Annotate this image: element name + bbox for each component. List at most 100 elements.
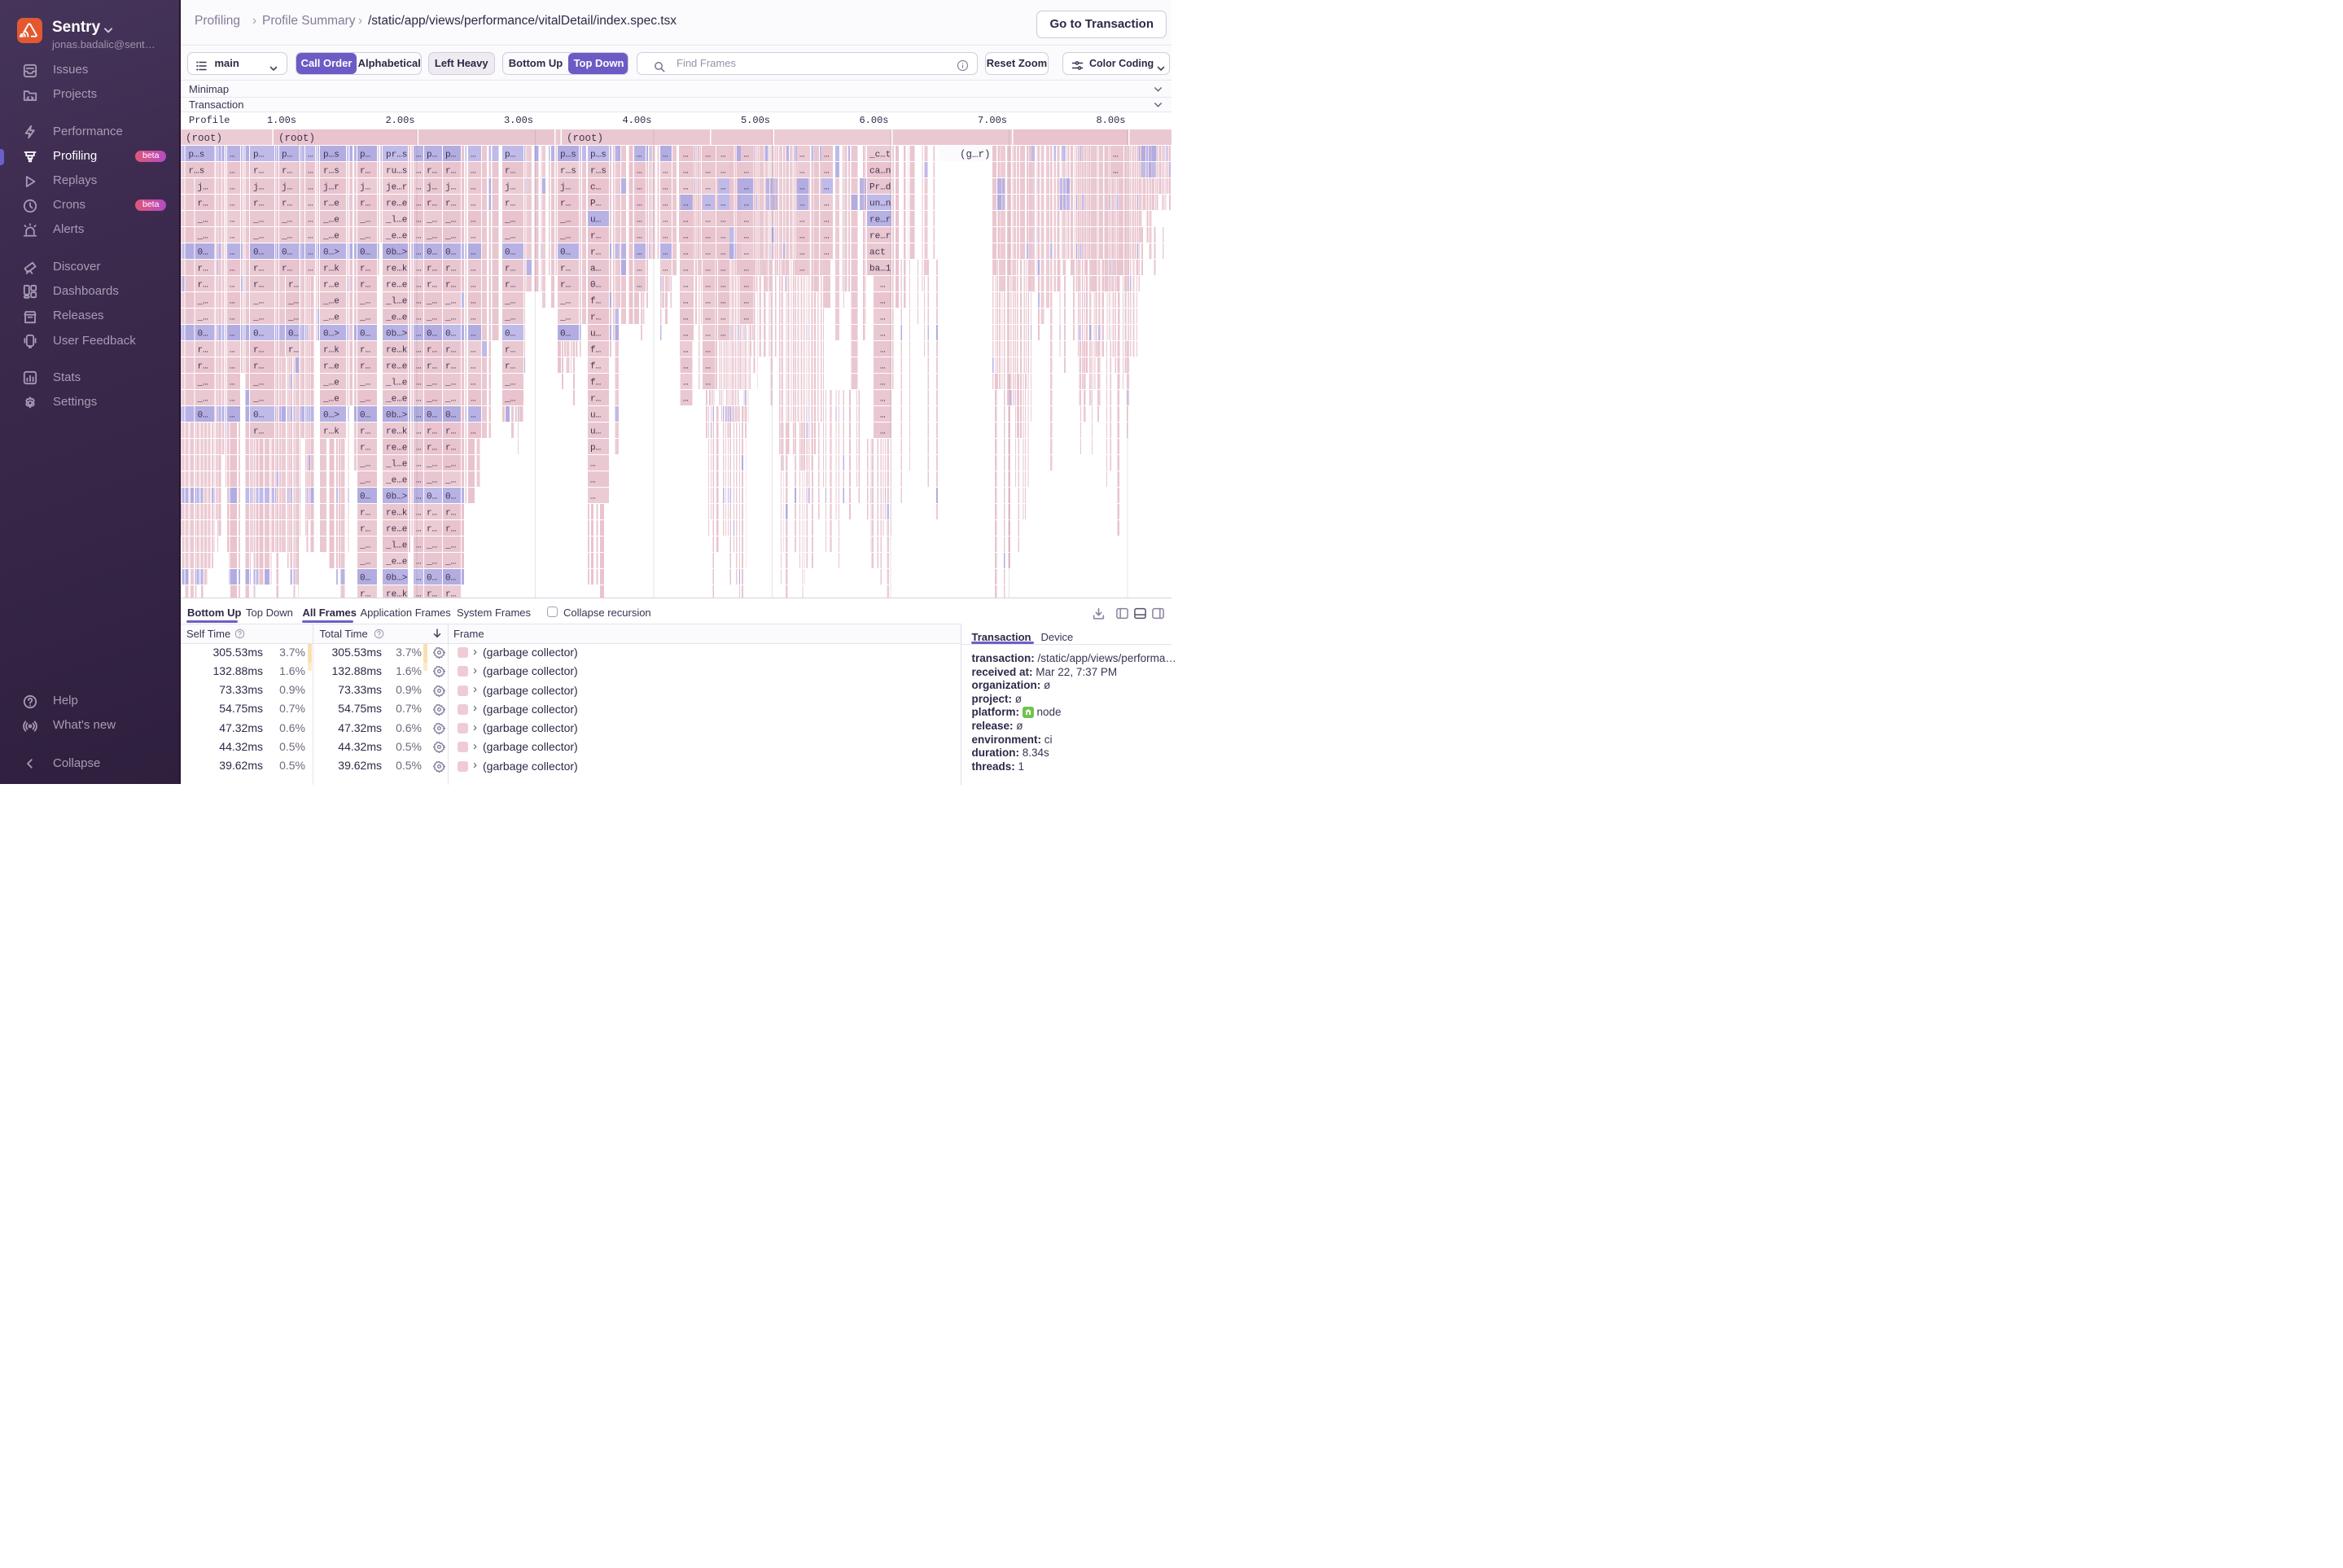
svg-text:…: … [416,232,422,242]
svg-text:…: … [799,248,805,258]
svg-text:…: … [416,183,422,193]
svg-text:p…: p… [427,151,437,160]
svg-text:…: … [1113,151,1119,160]
svg-text:pr…s: pr…s [386,151,407,160]
svg-text:p…s: p…s [560,151,576,160]
svg-text:…: … [471,265,476,274]
svg-text:0…: 0… [560,330,571,339]
svg-text:…: … [880,330,886,339]
svg-text:_…: _… [559,313,571,323]
svg-text:_…: _… [252,216,264,226]
svg-text:_…: _… [445,313,456,323]
svg-text:p…: p… [505,151,515,160]
svg-text:re…e: re…e [386,199,407,209]
svg-text:_…e: _…e [322,395,339,405]
svg-text:_…: _… [426,460,437,470]
svg-text:…: … [683,151,689,160]
svg-text:r…: r… [198,199,208,209]
svg-text:r…: r… [288,281,299,291]
svg-text:…: … [230,232,235,242]
svg-text:r…: r… [445,281,456,291]
svg-text:r…: r… [253,362,264,372]
svg-text:…: … [744,167,750,177]
svg-text:…: … [637,199,642,209]
svg-text:0…: 0… [198,248,208,258]
svg-text:…: … [416,379,422,388]
svg-text:r…: r… [360,281,370,291]
svg-text:0…: 0… [427,248,437,258]
svg-text:…: … [706,216,712,226]
svg-text:…: … [416,265,422,274]
svg-text:_…: _… [197,313,208,323]
svg-text:…: … [308,216,313,226]
svg-text:…: … [720,151,726,160]
svg-text:p…: p… [282,151,292,160]
svg-text:_…: _… [252,395,264,405]
svg-text:…: … [706,232,712,242]
svg-text:…: … [799,199,805,209]
svg-text:p…s: p…s [323,151,339,160]
svg-text:ca…n: ca…n [869,167,891,177]
svg-text:_l…e: _l…e [385,379,407,388]
svg-text:0…: 0… [360,493,370,502]
svg-text:…: … [663,216,668,226]
svg-text:_…: _… [252,379,264,388]
svg-text:u…: u… [590,330,601,339]
svg-text:0…: 0… [560,248,571,258]
svg-text:…: … [230,362,235,372]
svg-text:r…: r… [360,265,370,274]
svg-text:…: … [683,330,689,339]
svg-text:r…: r… [445,427,456,437]
svg-text:r…: r… [560,265,571,274]
svg-text:r…: r… [590,313,601,323]
svg-text:…: … [720,330,726,339]
svg-text:…: … [308,232,313,242]
svg-text:_…: _… [445,541,456,551]
svg-text:…: … [824,232,830,242]
svg-text:j…: j… [282,183,292,193]
svg-text:r…s: r…s [590,167,607,177]
svg-text:_l…e: _l…e [385,541,407,551]
svg-text:_…: _… [252,313,264,323]
svg-text:…: … [824,183,830,193]
svg-text:r…: r… [360,427,370,437]
svg-text:r…: r… [427,427,437,437]
svg-text:r…s: r…s [560,167,576,177]
svg-text:r…: r… [445,199,456,209]
svg-text:…: … [683,346,689,356]
svg-text:0b…>: 0b…> [386,493,407,502]
svg-text:…: … [720,265,726,274]
svg-text:_…: _… [445,476,456,486]
svg-text:…: … [230,281,235,291]
svg-text:…: … [880,362,886,372]
svg-text:…: … [416,574,422,584]
svg-text:…: … [416,167,422,177]
svg-text:…: … [683,183,689,193]
svg-text:r…e: r…e [323,362,339,372]
svg-text:…: … [416,460,422,470]
svg-text:_…: _… [426,297,437,307]
svg-text:…: … [471,379,476,388]
svg-text:r…: r… [505,362,515,372]
svg-text:_…: _… [359,395,370,405]
svg-text:re…e: re…e [386,525,407,535]
svg-text:(root): (root) [186,133,222,144]
svg-text:_…: _… [445,460,456,470]
svg-text:…: … [683,232,689,242]
svg-text:…: … [590,493,596,502]
svg-text:r…: r… [505,281,515,291]
svg-text:r…: r… [445,509,456,519]
svg-text:0…: 0… [360,330,370,339]
svg-text:r…: r… [360,444,370,453]
svg-text:re…r: re…r [869,216,891,226]
svg-text:u…: u… [590,411,601,421]
svg-text:j…: j… [560,183,571,193]
svg-text:…: … [744,313,750,323]
svg-text:r…: r… [253,199,264,209]
svg-text:_…: _… [281,232,292,242]
svg-text:…: … [744,199,750,209]
svg-text:…: … [1113,167,1119,177]
svg-text:_…: _… [445,216,456,226]
svg-text:…: … [824,199,830,209]
svg-text:_…: _… [197,232,208,242]
